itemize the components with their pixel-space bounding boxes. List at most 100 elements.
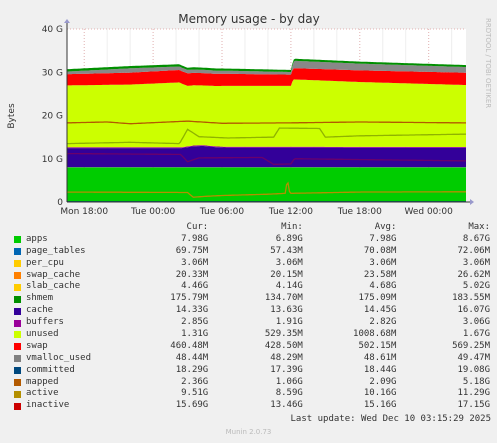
- legend-min: 57.43M: [270, 245, 303, 256]
- legend-avg: 10.16G: [363, 388, 397, 399]
- legend-min: 17.39G: [270, 364, 303, 375]
- legend-max: 5.02G: [462, 281, 490, 292]
- legend-name: buffers: [26, 317, 64, 328]
- line-committed: [66, 120, 466, 125]
- line-active: [67, 152, 466, 166]
- legend-swatch: [14, 307, 21, 315]
- legend-swatch: [14, 236, 21, 244]
- legend-row-unused: unused 1.31G 529.35M 1008.68M 1.67G: [10, 329, 490, 341]
- legend-max: 183.55M: [452, 293, 490, 304]
- legend-avg: 23.58M: [363, 269, 397, 280]
- legend-cur: 1.31G: [181, 329, 209, 340]
- legend-min: 6.89G: [275, 233, 303, 244]
- header-max: Max:: [468, 222, 490, 232]
- legend-avg: 2.82G: [369, 317, 397, 328]
- legend-min: 1.06G: [275, 376, 303, 387]
- legend-name: swap_cache: [26, 269, 81, 280]
- x-tick-label: Mon 18:00: [60, 207, 108, 217]
- legend-avg: 175.09M: [358, 293, 397, 304]
- legend-min: 13.46G: [270, 400, 303, 411]
- legend-name: shmem: [26, 293, 54, 304]
- y-tick-label: 10 G: [42, 155, 63, 165]
- legend: Cur: Min: Avg: Max: apps 7.98G 6.89G 7.98G 8…: [10, 222, 490, 412]
- legend-max: 3.06M: [462, 257, 490, 268]
- y-axis-arrow-icon: [64, 19, 70, 23]
- legend-cur: 20.33M: [175, 269, 209, 280]
- legend-cur: 69.75M: [175, 245, 209, 256]
- legend-min: 8.59G: [275, 388, 303, 399]
- legend-header: Cur: Min: Avg: Max:: [10, 222, 490, 234]
- legend-name: page_tables: [26, 245, 86, 256]
- legend-cur: 15.69G: [175, 400, 209, 411]
- area-apps: [67, 167, 466, 202]
- legend-avg: 502.15M: [358, 340, 397, 351]
- legend-name: unused: [26, 329, 59, 340]
- chart-title: Memory usage - by day: [178, 12, 319, 26]
- legend-swatch: [14, 343, 21, 351]
- area-swap: [67, 58, 466, 72]
- memory-usage-chart: Memory usage - by day Bytes RRDTOOL / TO…: [7, 12, 492, 217]
- legend-row-mapped: mapped 2.36G 1.06G 2.09G 5.18G: [10, 377, 490, 389]
- legend-cur: 9.51G: [181, 388, 209, 399]
- legend-max: 16.07G: [457, 305, 490, 316]
- legend-min: 3.06M: [275, 257, 303, 268]
- legend-avg: 7.98G: [369, 233, 397, 244]
- legend-swatch: [14, 331, 21, 339]
- area-cache: [67, 79, 466, 148]
- legend-row-per-cpu: per_cpu 3.06M 3.06M 3.06M 3.06M: [10, 258, 490, 270]
- legend-avg: 70.08M: [363, 245, 397, 256]
- legend-min: 529.35M: [264, 329, 303, 340]
- legend-name: swap: [26, 340, 48, 351]
- legend-row-slab-cache: slab_cache 4.46G 4.14G 4.68G 5.02G: [10, 281, 490, 293]
- legend-min: 428.50M: [264, 340, 303, 351]
- area-shmem: [67, 145, 466, 149]
- legend-cur: 460.48M: [170, 340, 209, 351]
- legend-swatch: [14, 283, 21, 291]
- legend-row-swap: swap 460.48M 428.50M 502.15M 569.25M: [10, 341, 490, 353]
- legend-max: 8.67G: [462, 233, 490, 244]
- legend-swatch: [14, 319, 21, 327]
- legend-cur: 7.98G: [181, 233, 209, 244]
- line-inactive: [67, 127, 467, 145]
- legend-row-buffers: buffers 2.85G 1.91G 2.82G 3.06G: [10, 317, 490, 329]
- legend-max: 17.15G: [457, 400, 490, 411]
- legend-avg: 18.44G: [363, 364, 397, 375]
- legend-swatch: [14, 355, 21, 363]
- header-avg: Avg:: [374, 222, 397, 232]
- legend-swatch: [14, 260, 21, 268]
- legend-name: committed: [26, 364, 75, 375]
- legend-swatch: [14, 295, 21, 303]
- legend-name: apps: [26, 233, 48, 244]
- munin-version: Munin 2.0.73: [225, 428, 272, 436]
- legend-name: vmalloc_used: [26, 352, 92, 363]
- legend-name: mapped: [26, 376, 59, 387]
- y-tick-label: 20 G: [42, 112, 63, 122]
- legend-min: 4.14G: [275, 281, 303, 292]
- legend-min: 13.63G: [270, 305, 303, 316]
- legend-max: 26.62M: [457, 269, 490, 280]
- rrdtool-credit: RRDTOOL / TOBI OETIKER: [484, 18, 492, 108]
- y-tick-label: 30 G: [42, 68, 63, 78]
- legend-name: slab_cache: [26, 281, 81, 292]
- legend-avg: 48.61M: [363, 352, 397, 363]
- legend-avg: 1008.68M: [353, 329, 397, 340]
- y-tick-label: 40 G: [42, 25, 63, 35]
- area-buffers: [67, 68, 466, 86]
- line-mapped: [67, 181, 466, 198]
- legend-avg: 15.16G: [363, 400, 397, 411]
- legend-cur: 18.29G: [175, 364, 209, 375]
- legend-name: per_cpu: [26, 257, 64, 268]
- legend-min: 134.70M: [264, 293, 303, 304]
- legend-row-apps: apps 7.98G 6.89G 7.98G 8.67G: [10, 234, 490, 246]
- legend-min: 48.29M: [270, 352, 303, 363]
- y-tick-label: 0: [57, 198, 63, 208]
- legend-avg: 3.06M: [369, 257, 397, 268]
- legend-cur: 4.46G: [181, 281, 209, 292]
- header-min: Min:: [281, 222, 303, 232]
- legend-cur: 48.44M: [175, 352, 209, 363]
- legend-max: 569.25M: [452, 340, 490, 351]
- legend-cur: 14.33G: [175, 305, 209, 316]
- legend-swatch: [14, 379, 21, 387]
- legend-name: cache: [26, 305, 54, 316]
- area-slab-cache: [67, 145, 466, 168]
